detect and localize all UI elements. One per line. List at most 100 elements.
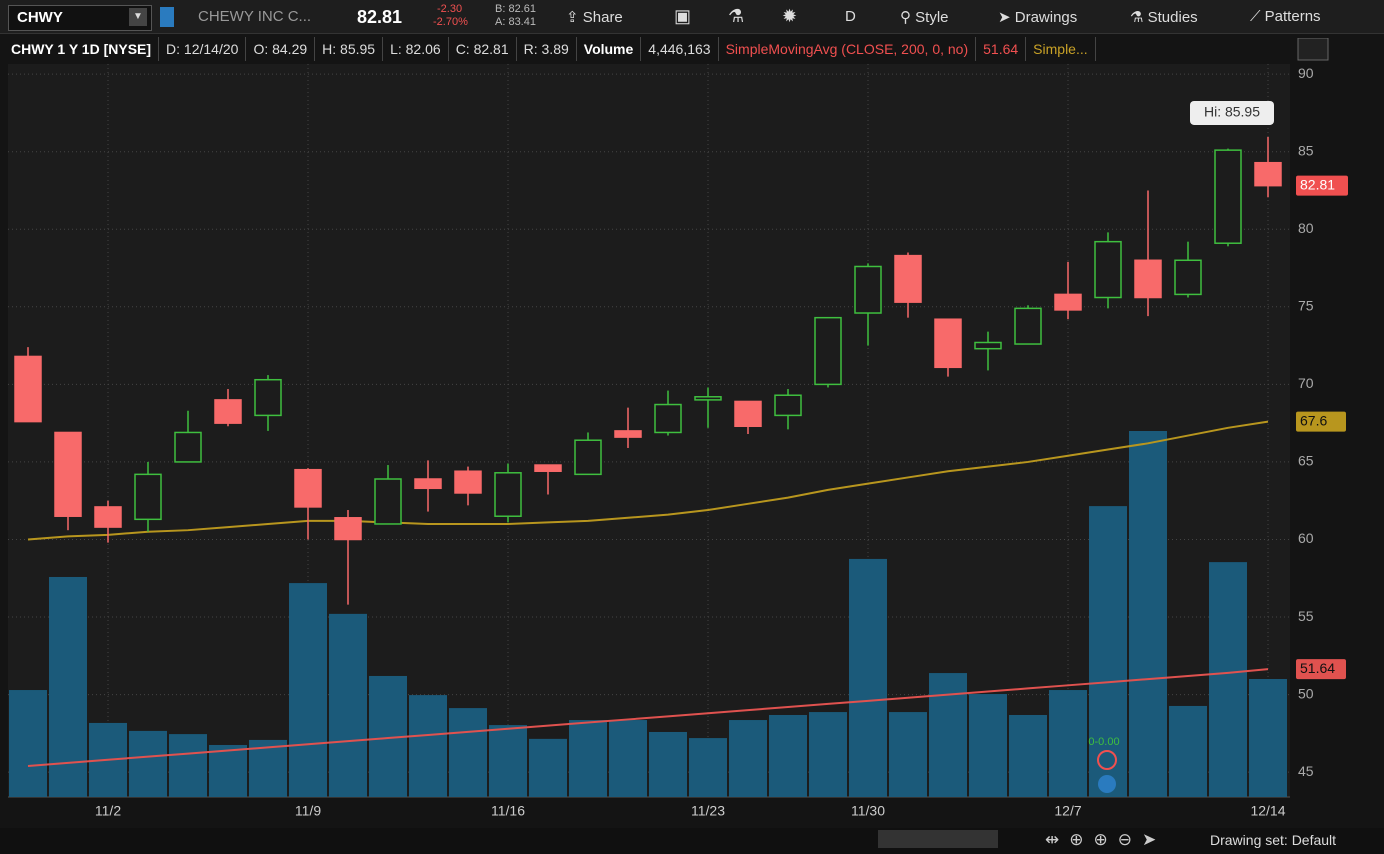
candle-body [614,430,642,438]
flask-button[interactable]: ⚗ [728,6,745,26]
volume-bar [769,714,807,797]
volume-bar [649,731,687,797]
info-study2: Simple... [1026,37,1096,61]
candle-body [454,470,482,494]
company: CHEWY INC C... [198,8,312,25]
candle-body [14,355,42,423]
info-low: L: 82.06 [383,37,449,61]
dropdown[interactable]: ▼ [129,8,147,26]
last-price: 82.81 [357,7,403,27]
volume-bar [489,725,527,797]
chart: 45 50 55 60 65 70 75 80 85 90 11/2 11/9 11/16 11/23 11… [8,38,1348,819]
candle-body [1094,240,1122,299]
volume-bar [49,576,87,797]
info-volume: 4,446,163 [641,37,719,61]
volume-bar [1129,431,1167,797]
info-symbol: CHWY 1 Y 1D [NYSE] [4,37,160,61]
volume-bar [729,720,767,797]
volume-bar [1249,678,1287,797]
x-tick-label: 12/7 [1054,803,1081,819]
info-date: D: 12/14/20 [159,37,247,61]
candle-body [54,431,82,517]
event-label: 0-0.00 [1088,736,1119,748]
volume-bar [1089,506,1127,797]
volume-bar [1169,705,1207,797]
info-open: O: 84.29 [246,37,316,61]
volume-bar [969,694,1007,797]
scrollbar-thumb[interactable] [878,830,998,848]
settings-button[interactable]: ✹ [782,6,798,26]
candle-body [814,316,842,386]
candle-body [1214,149,1242,244]
candle-body [934,318,962,369]
candle-body [134,473,162,521]
price-badge [1296,175,1348,196]
volume-bar [9,690,47,797]
link-icon[interactable] [160,7,174,27]
info-high: H: 85.95 [315,37,384,61]
studies-button[interactable]: ⚗ Studies [1130,9,1198,26]
volume-bar [1209,562,1247,797]
gadget-button[interactable]: ▣ [674,6,692,26]
moving-average [27,420,1269,541]
candle-body [1254,161,1282,187]
zoom-tools[interactable]: ⇹⊕⊕⊖➤ [1045,830,1167,849]
change: -2.30 [437,3,463,15]
patterns-label: Patterns [1264,8,1321,25]
candle-body [334,517,362,541]
price-badge-label: 51.64 [1300,660,1335,676]
annotation: Hi: 85.95 [1204,104,1260,120]
candle-body [974,341,1002,350]
info-range: R: 3.89 [517,37,577,61]
info-bar: CHWY 1 Y 1D [NYSE] D: 12/14/20 O: 84.29 … [0,36,1384,62]
candle-body [534,464,562,472]
price-badge [1296,411,1346,432]
candle-body [894,254,922,303]
annotation-box [1190,100,1274,125]
plot-area [8,64,1290,797]
candle-body [1174,259,1202,296]
candle-body [1134,259,1162,299]
drawing-set: Drawing set: Default [1210,832,1337,848]
x-tick-label: 11/16 [491,803,525,819]
change-pct: -2.70% [433,16,468,28]
event-icon [1097,750,1117,770]
volume-bar [249,739,287,797]
y-tick-label: 65 [1298,453,1314,469]
price-badge [1296,659,1346,680]
y-tick-label: 85 [1298,142,1314,158]
style-button[interactable]: ⚲ Style [900,9,949,26]
volume-bar [129,730,167,797]
share-label: Share [582,9,623,26]
y-tick-label: 45 [1298,763,1314,779]
y-tick-label: 80 [1298,220,1314,236]
volume-bar [169,734,207,797]
volume-bar [529,738,567,797]
style-label: Style [915,9,949,26]
price-badge-label: 67.6 [1300,412,1327,428]
x-tick-label: 11/9 [295,803,321,819]
period-button[interactable]: D [845,8,856,25]
volume-bar [1049,690,1087,797]
share-button[interactable]: ⇪ Share [566,9,623,26]
candle-body [654,403,682,434]
symbol-box[interactable]: CHWY ▼ [8,5,152,31]
candle-body [854,265,882,314]
candle-body [94,506,122,528]
event-icon [1098,775,1116,793]
candle-body [374,478,402,525]
info-volume-label: Volume [577,37,642,61]
axis-settings[interactable] [1297,38,1329,61]
volume-bar [329,613,367,797]
candle-body [774,394,802,417]
info-study: SimpleMovingAvg (CLOSE, 200, 0, no) [719,37,977,61]
drawings-button[interactable]: ➤ Drawings [998,9,1078,26]
y-tick-label: 70 [1298,375,1314,391]
y-tick-label: 60 [1298,530,1314,546]
candle-body [734,400,762,428]
x-tick-label: 12/14 [1250,803,1285,819]
y-tick-label: 55 [1298,608,1314,624]
patterns-button[interactable]: ⟋ Patterns [1250,8,1321,25]
moving-average [27,668,1269,767]
